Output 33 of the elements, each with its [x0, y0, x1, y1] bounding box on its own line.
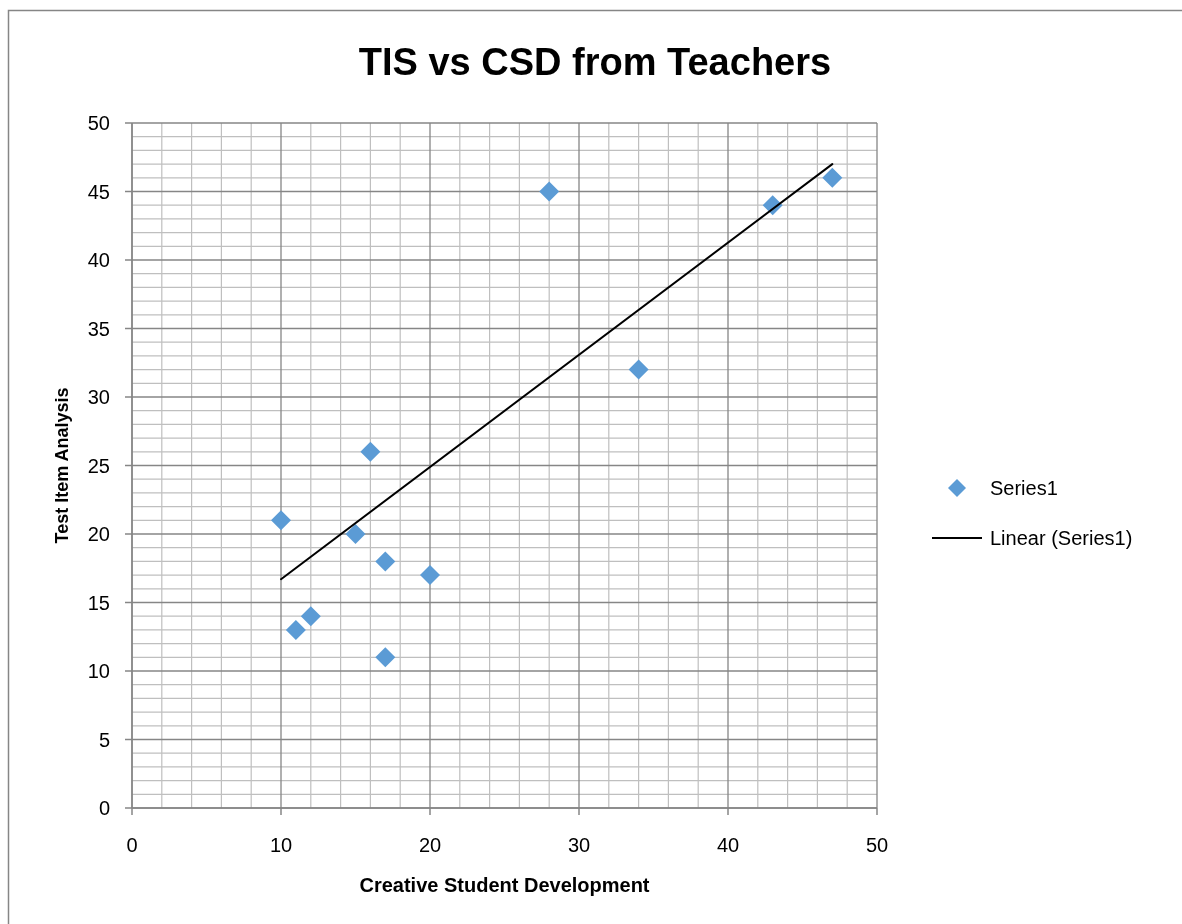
x-tick-label: 40	[716, 834, 740, 856]
y-tick-label: 25	[87, 454, 110, 477]
y-tick-label: 20	[87, 523, 110, 545]
x-axis-title: Creative Student Development	[359, 874, 650, 896]
point	[628, 359, 649, 380]
x-tick-label: 20	[418, 834, 442, 856]
y-tick-label: 10	[87, 660, 110, 682]
point	[420, 565, 440, 586]
y-tick-label: 45	[87, 180, 110, 203]
point	[539, 181, 560, 202]
point	[375, 551, 396, 572]
y-axis-title: Test Item Analysis	[52, 387, 72, 544]
legend-label: Series1	[990, 477, 1058, 499]
point	[822, 167, 843, 188]
chart-title: TIS vs CSD from Teachers	[358, 41, 832, 83]
y-tick-label: 50	[87, 112, 110, 134]
y-tick-label: 15	[87, 591, 110, 614]
y-tick-label: 5	[98, 728, 110, 751]
point	[345, 524, 366, 544]
point	[285, 619, 306, 640]
point	[300, 606, 321, 627]
x-tick-label: 30	[567, 834, 591, 856]
y-tick-label: 40	[87, 249, 110, 271]
point	[375, 647, 396, 668]
y-tick-label: 30	[87, 386, 110, 408]
point	[360, 441, 381, 462]
x-tick-label: 50	[865, 834, 889, 856]
y-tick-label: 0	[98, 797, 110, 819]
x-tick-label: 0	[126, 834, 138, 856]
x-tick-label: 10	[269, 834, 293, 856]
legend-label: Linear (Series1)	[990, 527, 1133, 549]
y-tick-label: 35	[87, 317, 110, 340]
point	[271, 510, 291, 531]
